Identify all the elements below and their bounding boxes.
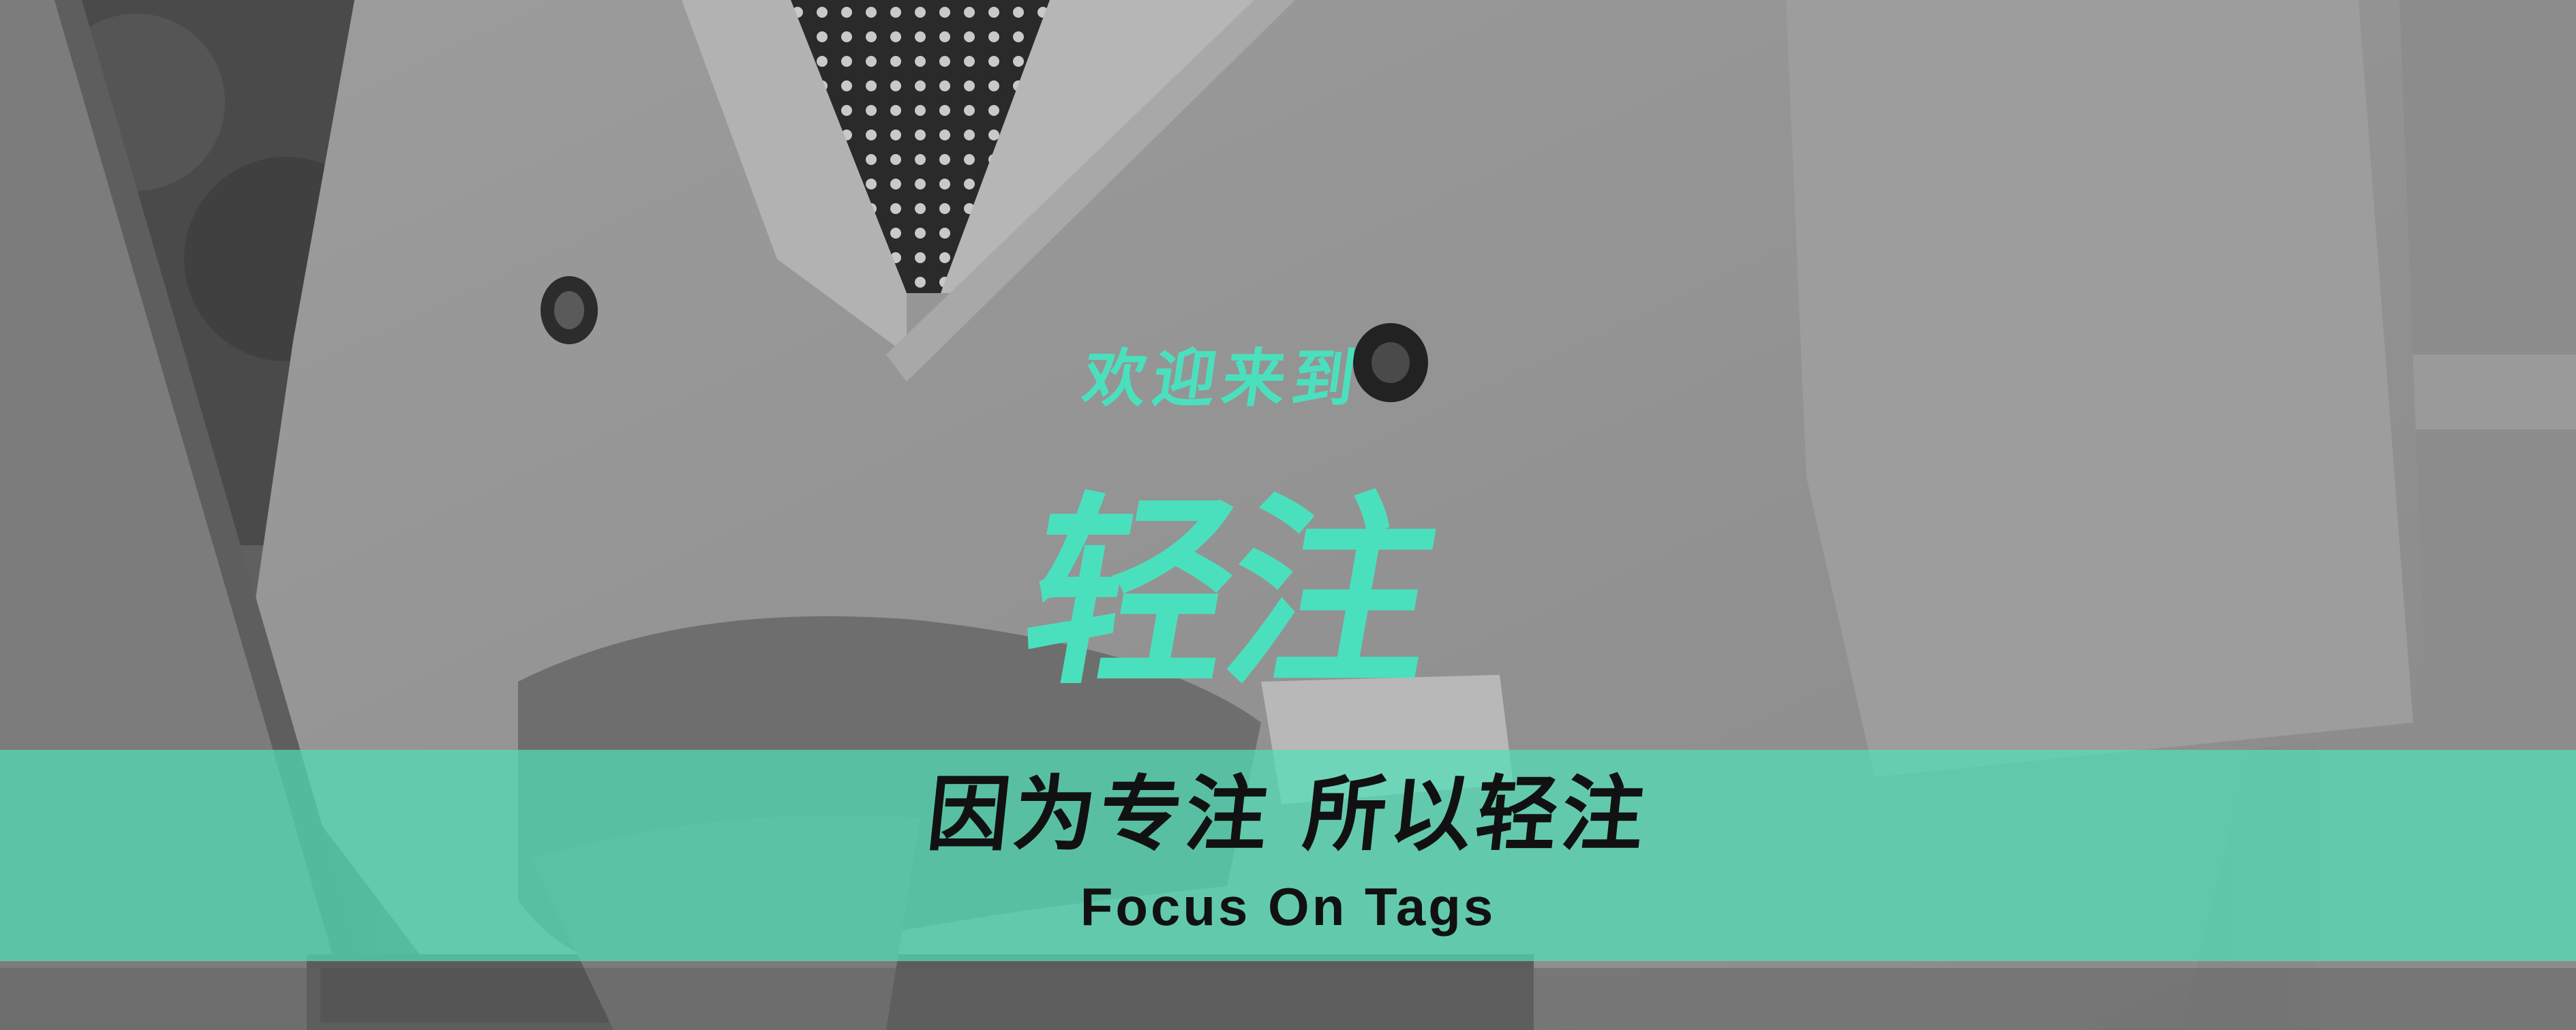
tagline-text: Focus On Tags [1080,877,1496,937]
welcome-text: 欢迎来到 [1078,342,1367,415]
slogan-text: 因为专注 所以轻注 [923,766,1653,862]
slogan-band [0,750,2576,961]
brand-name: 轻注 [1007,472,1452,713]
